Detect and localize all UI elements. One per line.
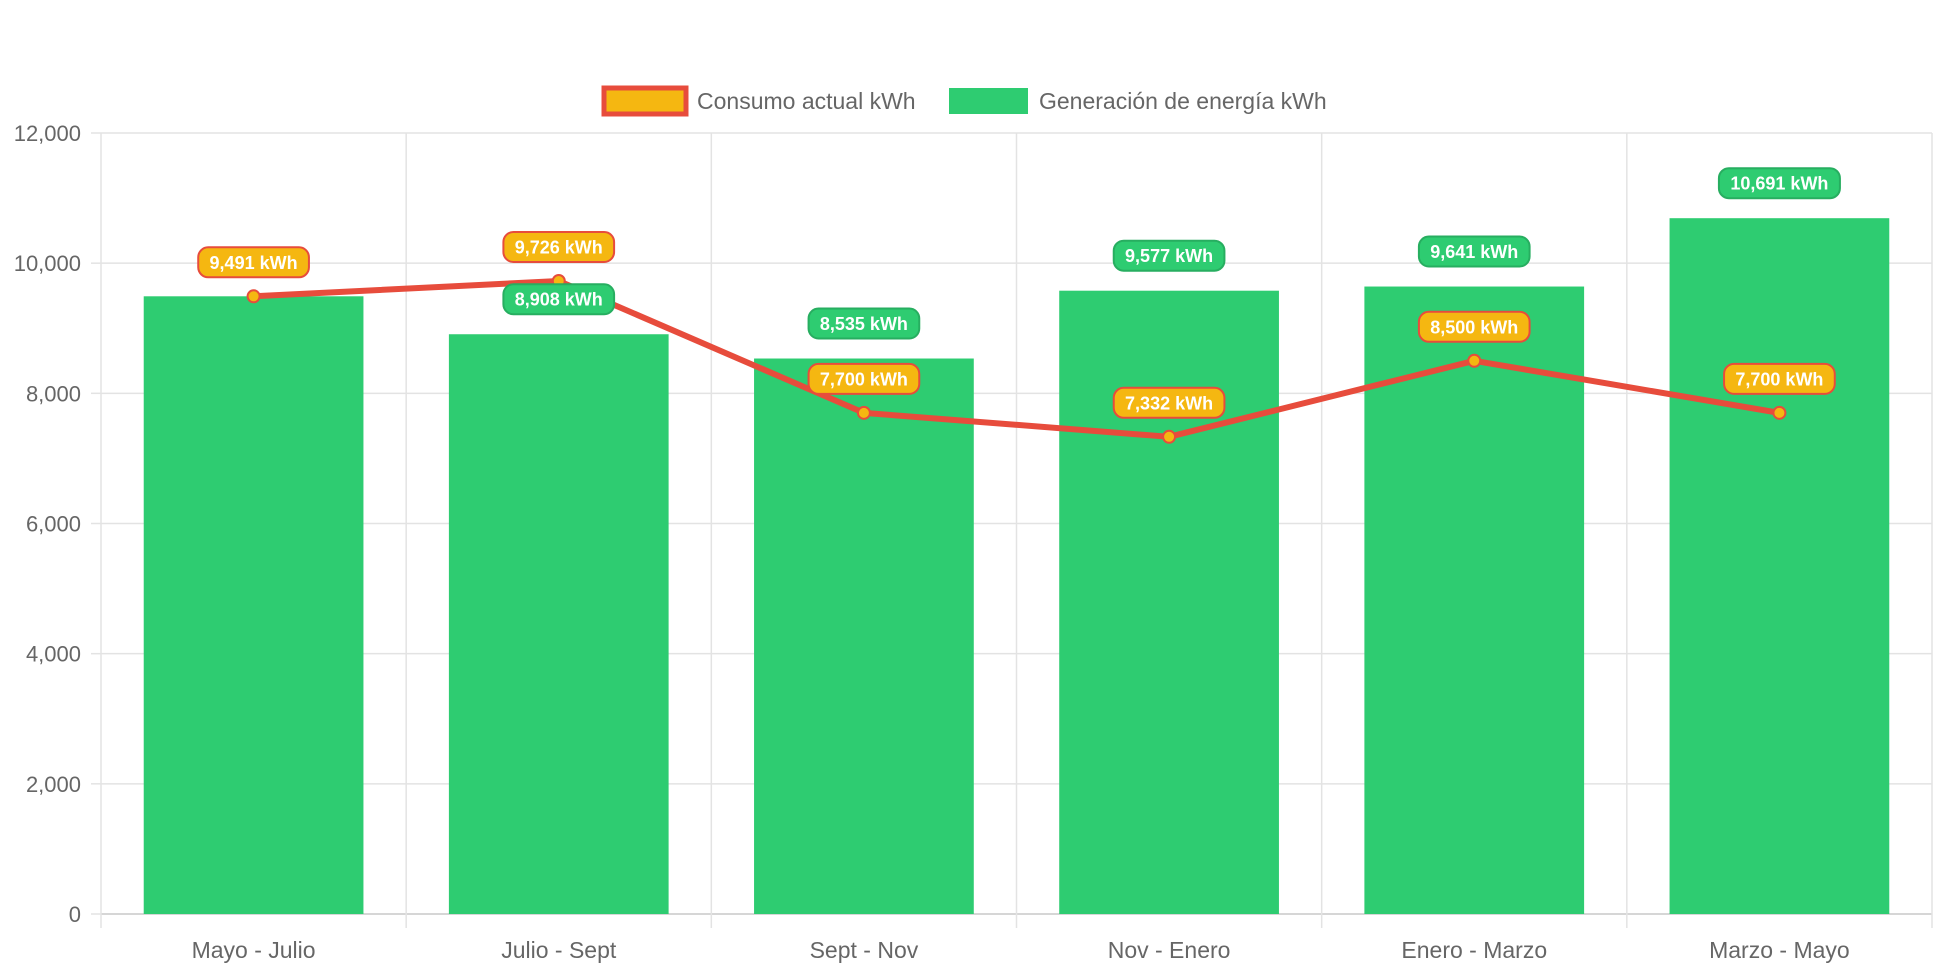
line-data-label-box — [1723, 362, 1836, 395]
line-data-label: 9,491 kWh — [197, 246, 310, 279]
line-data-label-box — [502, 230, 616, 263]
line-data-label-text: 7,700 kWh — [820, 369, 908, 389]
bar-data-label-text: 9,641 kWh — [1430, 242, 1518, 262]
line-point — [1467, 353, 1482, 368]
x-axis-ticks: Mayo - Julio Julio - Sept Sept - Nov Nov - … — [192, 937, 1850, 963]
legend-item-generacion[interactable]: Generación de energía kWh — [949, 88, 1327, 114]
line-data-label-box — [1112, 386, 1226, 419]
bar — [1059, 290, 1279, 915]
line-data-label-box — [197, 246, 310, 279]
line-data-label-text: 9,726 kWh — [515, 237, 603, 257]
grid-lines — [91, 132, 1933, 928]
bar — [143, 296, 364, 915]
bar-series — [143, 218, 1890, 915]
y-tick-label: 4,000 — [26, 642, 81, 667]
bar-data-label-box — [502, 283, 616, 316]
legend: Consumo actual kWh Generación de energía… — [601, 85, 1327, 117]
line-data-label-text: 8,500 kWh — [1430, 317, 1518, 337]
y-tick-label: 8,000 — [26, 381, 81, 406]
bar-data-label-text: 8,908 kWh — [515, 290, 603, 310]
data-labels: 8,908 kWh 8,535 kWh 9,577 kWh 9,641 kWh 10,6… — [197, 167, 1841, 419]
y-tick-label: 10,000 — [14, 251, 81, 276]
bar-data-label: 8,535 kWh — [807, 307, 921, 340]
y-tick-label: 6,000 — [26, 512, 81, 537]
bar-data-label-text: 9,577 kWh — [1125, 246, 1213, 266]
line-data-label: 9,726 kWh — [502, 230, 616, 263]
y-tick-label: 12,000 — [14, 121, 81, 146]
x-tick-label: Sept - Nov — [810, 937, 919, 963]
bar-data-label: 9,641 kWh — [1417, 235, 1531, 268]
bar-data-label-text: 10,691 kWh — [1730, 174, 1828, 194]
line-series — [246, 273, 1787, 444]
bar-data-label-text: 8,535 kWh — [820, 314, 908, 334]
x-tick-label: Julio - Sept — [501, 937, 617, 963]
line-data-label: 8,500 kWh — [1417, 310, 1531, 343]
line-data-label-text: 7,332 kWh — [1125, 393, 1213, 413]
bar — [1364, 286, 1585, 914]
bar-data-label: 8,908 kWh — [502, 283, 616, 316]
line-point — [856, 405, 871, 420]
x-tick-label: Nov - Enero — [1108, 937, 1231, 963]
x-tick-label: Marzo - Mayo — [1709, 937, 1850, 963]
legend-swatch-generacion — [949, 88, 1028, 114]
series-line — [250, 277, 1783, 440]
x-tick-label: Enero - Marzo — [1401, 937, 1547, 963]
line-point — [1772, 405, 1787, 420]
bar-data-label-box — [1417, 235, 1531, 268]
line-point — [1162, 429, 1177, 444]
bar-data-label: 9,577 kWh — [1112, 239, 1226, 272]
bar-data-label-box — [807, 307, 921, 340]
bar-data-label-box — [1717, 167, 1841, 200]
line-data-label-text: 9,491 kWh — [210, 253, 298, 273]
bar — [1669, 218, 1890, 914]
line-point — [246, 289, 261, 304]
x-tick-label: Mayo - Julio — [192, 937, 316, 963]
legend-label-generacion: Generación de energía kWh — [1039, 88, 1327, 114]
bar-data-label-box — [1112, 239, 1226, 272]
legend-item-consumo[interactable]: Consumo actual kWh — [601, 85, 916, 117]
y-tick-label: 0 — [69, 902, 81, 927]
bar — [754, 358, 974, 914]
legend-swatch-consumo — [601, 85, 689, 117]
y-axis-ticks: 0 2,000 4,000 6,000 8,000 10,000 12,000 — [14, 121, 81, 927]
bar — [448, 334, 669, 914]
bar-data-label: 10,691 kWh — [1717, 167, 1841, 200]
line-data-label: 7,700 kWh — [807, 362, 921, 395]
line-data-label-box — [807, 362, 921, 395]
line-data-label: 7,700 kWh — [1723, 362, 1836, 395]
y-tick-label: 2,000 — [26, 772, 81, 797]
line-data-label-text: 7,700 kWh — [1735, 369, 1823, 389]
line-data-label-box — [1417, 310, 1531, 343]
line-data-label: 7,332 kWh — [1112, 386, 1226, 419]
legend-label-consumo: Consumo actual kWh — [697, 88, 916, 114]
